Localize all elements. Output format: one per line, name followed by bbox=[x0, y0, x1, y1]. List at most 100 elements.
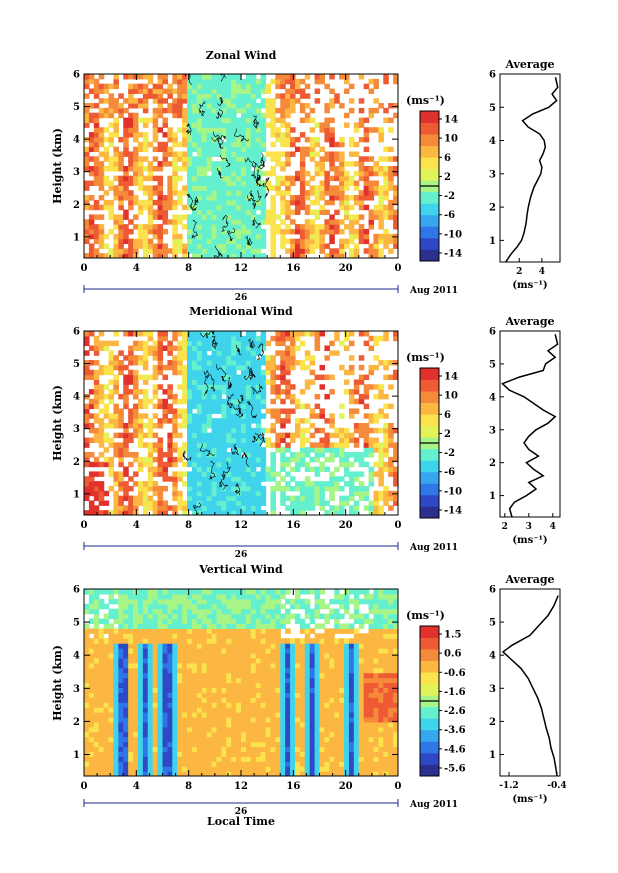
heatmap-cell bbox=[98, 687, 105, 693]
heatmap-cell bbox=[241, 751, 247, 757]
heatmap-cell bbox=[255, 667, 262, 674]
heatmap-cell bbox=[196, 471, 203, 477]
heatmap-cell bbox=[88, 374, 95, 381]
heatmap-cell bbox=[231, 593, 237, 600]
heatmap-cell bbox=[84, 78, 90, 85]
profile-frame bbox=[499, 330, 561, 518]
heatmap-cell bbox=[275, 214, 281, 220]
heatmap-cell bbox=[118, 603, 124, 610]
heatmap-cell bbox=[108, 633, 115, 639]
heatmap-cell bbox=[324, 228, 330, 235]
heatmap-cell bbox=[344, 122, 350, 128]
heatmap-cell bbox=[211, 384, 218, 390]
heatmap-cell bbox=[299, 340, 306, 347]
heatmap-cell bbox=[142, 461, 149, 468]
heatmap-cell bbox=[221, 761, 227, 767]
heatmap-cell bbox=[226, 107, 232, 114]
heatmap-cell bbox=[88, 702, 95, 708]
heatmap-cell bbox=[93, 112, 100, 119]
heatmap-cell bbox=[319, 505, 326, 511]
heatmap-cell bbox=[236, 648, 242, 654]
heatmap-cell bbox=[187, 112, 193, 119]
heatmap-cell bbox=[211, 702, 218, 708]
heatmap-cell bbox=[137, 243, 144, 249]
heatmap-cell bbox=[270, 127, 276, 133]
heatmap-cell bbox=[329, 456, 335, 463]
heatmap-cell bbox=[152, 224, 159, 230]
heatmap-cell bbox=[103, 340, 110, 347]
heatmap-cell bbox=[182, 687, 188, 693]
heatmap-cell bbox=[319, 180, 326, 186]
heatmap-cell bbox=[113, 736, 119, 743]
heatmap-cell bbox=[260, 117, 267, 124]
heatmap-cell bbox=[182, 190, 188, 196]
heatmap-cell bbox=[137, 672, 144, 679]
heatmap-cell bbox=[265, 427, 272, 434]
heatmap-cell bbox=[93, 103, 100, 109]
heatmap-cell bbox=[211, 633, 218, 639]
heatmap-cell bbox=[231, 195, 237, 201]
heatmap-cell bbox=[157, 437, 164, 443]
heatmap-cell bbox=[133, 657, 139, 664]
heatmap-cell bbox=[108, 702, 115, 708]
heatmap-cell bbox=[123, 228, 129, 235]
heatmap-cell bbox=[216, 335, 222, 342]
heatmap-cell bbox=[206, 589, 213, 595]
heatmap-cell bbox=[172, 657, 178, 664]
heatmap-cell bbox=[113, 505, 119, 511]
heatmap-cell bbox=[167, 633, 173, 639]
heatmap-cell bbox=[84, 692, 90, 698]
heatmap-cell bbox=[211, 180, 218, 186]
heatmap-cell bbox=[358, 228, 365, 235]
heatmap-cell bbox=[196, 603, 203, 610]
heatmap-cell bbox=[236, 633, 242, 639]
heatmap-cell bbox=[245, 398, 252, 405]
heatmap-cell bbox=[358, 107, 365, 114]
heatmap-cell bbox=[206, 195, 213, 201]
heatmap-cell bbox=[280, 408, 286, 414]
heatmap-cell bbox=[221, 589, 227, 595]
heatmap-cell bbox=[206, 112, 213, 119]
heatmap-cell bbox=[241, 456, 247, 463]
heatmap-cell bbox=[187, 185, 193, 191]
heatmap-cell bbox=[245, 613, 252, 620]
heatmap-cell bbox=[368, 180, 375, 186]
heatmap-cell bbox=[309, 331, 316, 337]
heatmap-cell bbox=[236, 393, 242, 400]
heatmap-cell bbox=[93, 771, 100, 776]
heatmap-cell bbox=[226, 175, 232, 182]
heatmap-cell bbox=[275, 136, 281, 143]
heatmap-cell bbox=[118, 107, 124, 114]
heatmap-cell bbox=[182, 393, 188, 400]
heatmap-cell bbox=[221, 364, 227, 371]
heatmap-cell bbox=[123, 185, 129, 191]
heatmap-cell bbox=[113, 233, 119, 240]
heatmap-cell bbox=[98, 761, 105, 767]
heatmap-cell bbox=[250, 379, 257, 385]
heatmap-cell bbox=[113, 185, 119, 191]
heatmap-cell bbox=[270, 456, 276, 463]
heatmap-cell bbox=[363, 175, 370, 182]
heatmap-cell bbox=[216, 761, 222, 767]
heatmap-cell bbox=[201, 682, 208, 689]
heatmap-cell bbox=[285, 180, 291, 186]
heatmap-cell bbox=[241, 667, 247, 674]
heatmap-cell bbox=[103, 638, 110, 644]
heatmap-cell bbox=[84, 360, 90, 366]
heatmap-cell bbox=[162, 751, 169, 757]
heatmap-cell bbox=[231, 360, 237, 366]
heatmap-cell bbox=[196, 771, 203, 776]
heatmap-cell bbox=[368, 335, 375, 342]
heatmap-cell bbox=[216, 510, 222, 515]
heatmap-cell bbox=[339, 199, 345, 206]
heatmap-cell bbox=[319, 166, 326, 172]
heatmap-cell bbox=[250, 331, 257, 337]
heatmap-cell bbox=[152, 500, 159, 506]
heatmap-cell bbox=[319, 161, 326, 167]
heatmap-cell bbox=[147, 741, 154, 748]
heatmap-cell bbox=[280, 136, 286, 143]
heatmap-cell bbox=[388, 214, 394, 220]
heatmap-cell bbox=[275, 384, 281, 390]
heatmap-cell bbox=[260, 238, 267, 245]
heatmap-cell bbox=[103, 447, 110, 453]
